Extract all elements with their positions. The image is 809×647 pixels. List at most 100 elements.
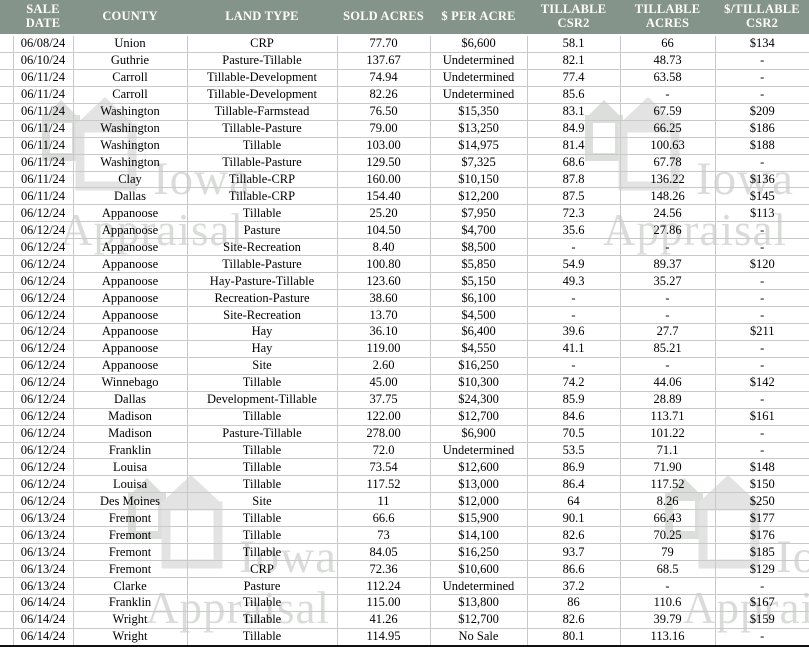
table-cell: Pasture-Tillable	[186, 425, 338, 443]
table-cell: 06/13/24	[12, 526, 74, 545]
table-cell: Clay	[72, 171, 188, 189]
table-cell: 77.4	[526, 69, 621, 87]
table-cell: 45.00	[336, 374, 431, 392]
table-cell: 28.89	[619, 391, 716, 409]
table-cell: 84.05	[336, 543, 431, 562]
table-cell: 86.6	[526, 560, 621, 579]
table-cell: 06/12/24	[12, 272, 74, 291]
table-cell: -	[714, 69, 809, 87]
table-cell: 73.54	[336, 458, 431, 477]
table-cell: $12,700	[429, 408, 528, 426]
row-margin-cell	[0, 425, 14, 443]
table-cell: Appanoose	[72, 204, 188, 223]
table-cell: Tillable	[186, 628, 338, 647]
table-cell: Appanoose	[72, 323, 188, 341]
table-cell: Tillable	[186, 442, 338, 460]
table-cell: 123.60	[336, 272, 431, 291]
table-row: 06/13/24 Fremont Tillable 66.6 $15,900 90.1 66…	[0, 509, 809, 528]
table-cell: Tillable-CRP	[186, 187, 338, 206]
table-cell: 06/12/24	[12, 238, 74, 257]
table-cell: 06/11/24	[12, 103, 74, 121]
table-cell: Washington	[72, 103, 188, 121]
table-cell: Fremont	[72, 509, 188, 528]
table-cell: 71.90	[619, 458, 716, 477]
table-cell: 06/11/24	[12, 137, 74, 155]
table-cell: Carroll	[72, 69, 188, 87]
table-cell: 06/12/24	[12, 492, 74, 511]
table-cell: Appanoose	[72, 255, 188, 274]
table-cell: $129	[714, 560, 809, 579]
row-margin-cell	[0, 611, 14, 629]
table-cell: Undetermined	[429, 442, 528, 460]
table-cell: 37.75	[336, 391, 431, 409]
table-cell: 53.5	[526, 442, 621, 460]
table-cell: 06/12/24	[12, 391, 74, 409]
table-cell: 70.25	[619, 526, 716, 545]
table-row: 06/11/24 Washington Tillable-Pasture 79.00 $…	[0, 120, 809, 138]
table-cell: Madison	[72, 408, 188, 426]
table-cell: -	[714, 238, 809, 257]
table-cell: 100.63	[619, 137, 716, 155]
table-cell: 06/12/24	[12, 255, 74, 274]
row-margin-cell	[0, 526, 14, 545]
table-cell: 66.6	[336, 509, 431, 528]
table-cell: Site-Recreation	[186, 238, 338, 257]
table-cell: 06/11/24	[12, 187, 74, 206]
table-cell: $150	[714, 475, 809, 494]
table-cell: Undetermined	[429, 52, 528, 70]
table-cell: $148	[714, 458, 809, 477]
table-cell: $211	[714, 323, 809, 341]
column-header: $ PER ACRE	[430, 0, 527, 36]
table-cell: $10,150	[429, 171, 528, 189]
table-cell: $6,900	[429, 425, 528, 443]
table-cell: 06/11/24	[12, 171, 74, 189]
table-row: 06/08/24 Union CRP 77.70 $6,600 58.1 66 $134	[0, 35, 809, 53]
table-cell: 68.5	[619, 560, 716, 579]
row-margin-cell	[0, 120, 14, 138]
table-cell: 39.79	[619, 611, 716, 629]
table-cell: $15,350	[429, 103, 528, 121]
table-cell: Pasture	[186, 221, 338, 240]
table-cell: Pasture	[186, 577, 338, 595]
table-cell: Development-Tillable	[186, 391, 338, 409]
table-cell: $188	[714, 137, 809, 155]
table-cell: 84.9	[526, 120, 621, 138]
row-margin-cell	[0, 171, 14, 189]
header-margin-cell	[0, 0, 13, 36]
table-cell: 112.24	[336, 577, 431, 595]
table-cell: -	[714, 289, 809, 308]
table-cell: Madison	[72, 425, 188, 443]
table-cell: Tillable	[186, 543, 338, 562]
table-row: 06/11/24 Dallas Tillable-CRP 154.40 $12,200 8…	[0, 187, 809, 206]
table-cell: $16,250	[429, 357, 528, 375]
table-cell: $113	[714, 204, 809, 223]
table-row: 06/12/24 Appanoose Hay 119.00 $4,550 41.1 85.2…	[0, 340, 809, 358]
table-cell: $8,500	[429, 238, 528, 257]
table-cell: 85.21	[619, 340, 716, 358]
table-cell: -	[619, 238, 716, 257]
table-cell: 71.1	[619, 442, 716, 460]
table-cell: $14,975	[429, 137, 528, 155]
table-cell: 86.9	[526, 458, 621, 477]
table-cell: 67.78	[619, 154, 716, 172]
table-cell: 137.67	[336, 52, 431, 70]
table-cell: 06/13/24	[12, 509, 74, 528]
table-row: 06/10/24 Guthrie Pasture-Tillable 137.67 Und…	[0, 52, 809, 70]
table-cell: Tillable	[186, 594, 338, 612]
table-cell: Wright	[72, 611, 188, 629]
table-cell: 66	[619, 35, 716, 53]
table-cell: 72.3	[526, 204, 621, 223]
row-margin-cell	[0, 492, 14, 511]
table-cell: -	[714, 442, 809, 460]
table-cell: 80.1	[526, 628, 621, 647]
table-cell: 06/12/24	[12, 458, 74, 477]
table-cell: 122.00	[336, 408, 431, 426]
table-cell: 101.22	[619, 425, 716, 443]
row-margin-cell	[0, 594, 14, 612]
table-row: 06/13/24 Fremont Tillable 84.05 $16,250 93.7 7…	[0, 543, 809, 562]
table-cell: 82.26	[336, 86, 431, 104]
column-header: $/TILLABLE CSR2	[715, 0, 809, 36]
table-cell: Appanoose	[72, 221, 188, 240]
table-row: 06/12/24 Appanoose Pasture 104.50 $4,700 35.6…	[0, 221, 809, 240]
